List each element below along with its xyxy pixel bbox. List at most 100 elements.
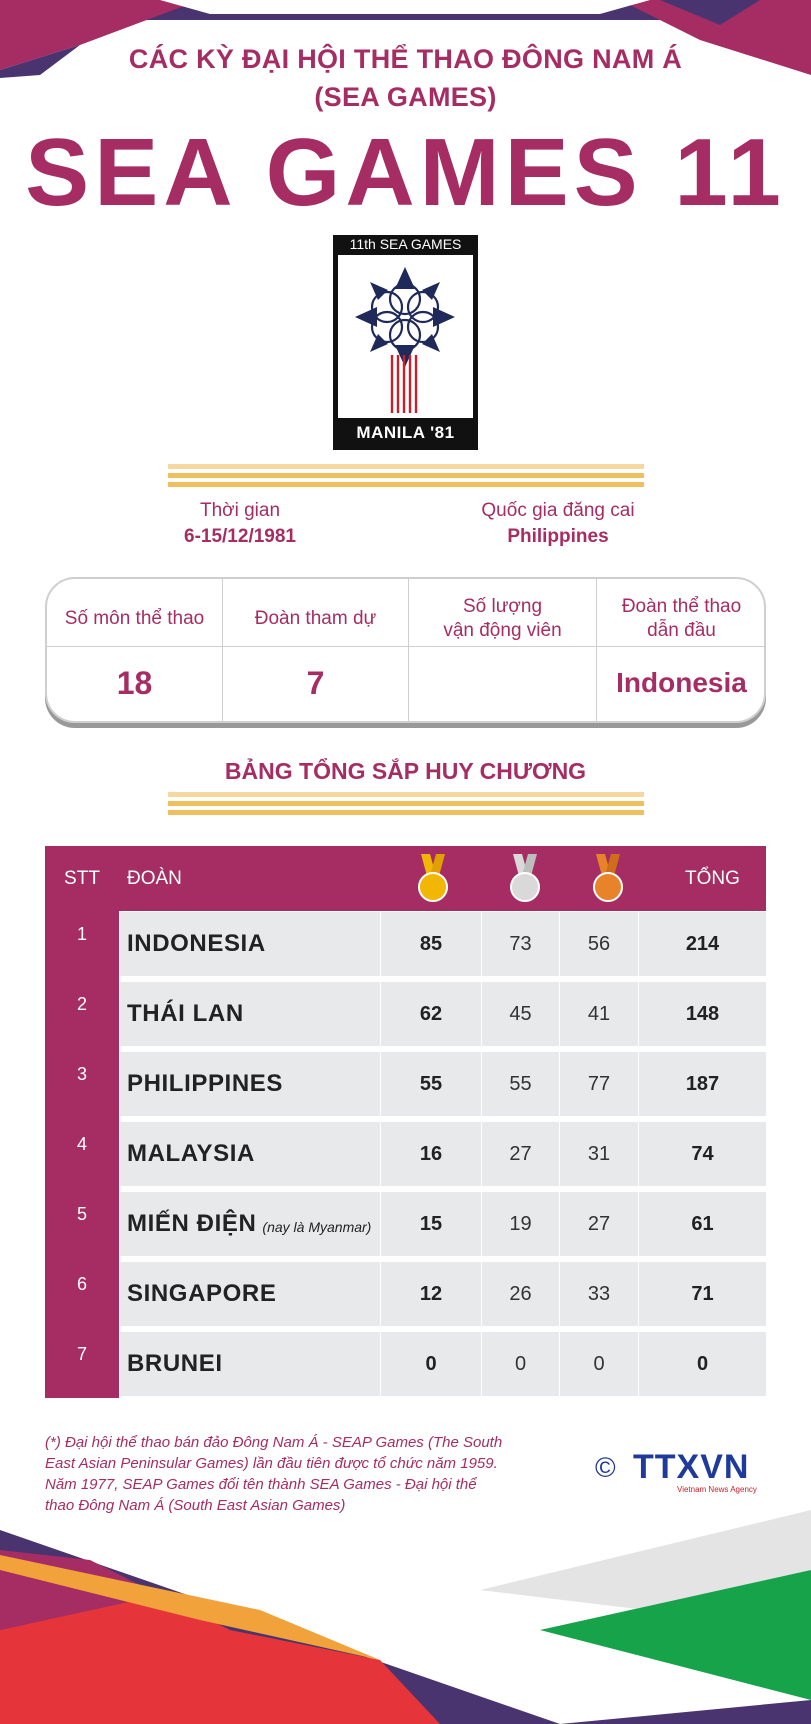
time-value: 6-15/12/1981 — [184, 526, 296, 547]
stats-col-divider — [596, 579, 597, 721]
team-name: SINGAPORE — [127, 1280, 277, 1307]
row-team: SINGAPORE — [120, 1262, 380, 1326]
stat-sports-value: 18 — [116, 664, 153, 701]
gold-count: 55 — [381, 1052, 481, 1116]
gold-count: 12 — [381, 1262, 481, 1326]
gold-count: 0 — [381, 1332, 481, 1396]
silver-count: 55 — [482, 1052, 559, 1116]
host-label: Quốc gia đăng cai — [481, 500, 635, 521]
row-rank: 1 — [76, 924, 87, 944]
medal-table: STT ĐOÀN TỔNG 1 INDONESIA 85 73 56 214 2 THÁI L… — [45, 846, 766, 1398]
stat-athletes-label-1: Số lượng — [462, 596, 543, 617]
brand-name: TTXVN — [633, 1448, 750, 1486]
silver-count: 27 — [482, 1122, 559, 1186]
row-team: MALAYSIA — [120, 1122, 380, 1186]
footnote-line: (*) Đại hội thể thao bán đảo Đông Nam Á … — [45, 1434, 503, 1451]
stat-sports-label: Số môn thể thao — [64, 608, 205, 629]
bronze-count: 33 — [560, 1262, 638, 1326]
medal-table-title: BẢNG TỔNG SẮP HUY CHƯƠNG — [224, 758, 587, 784]
gold-medal-icon — [418, 854, 448, 902]
table-row: 7 BRUNEI 0 0 0 0 — [45, 1332, 766, 1396]
header-total: TỔNG — [685, 867, 740, 889]
stat-athletes-label-2: vận động viên — [443, 620, 562, 641]
team-name: MALAYSIA — [127, 1140, 255, 1167]
stripe-divider — [168, 464, 644, 488]
bronze-count: 0 — [560, 1332, 638, 1396]
copyright-icon: © — [595, 1452, 616, 1483]
team-note: (nay là Myanmar) — [262, 1219, 372, 1235]
gold-count: 62 — [381, 982, 481, 1046]
table-row: 6 SINGAPORE 12 26 33 71 — [45, 1262, 766, 1326]
bronze-count: 41 — [560, 982, 638, 1046]
bronze-count: 31 — [560, 1122, 638, 1186]
stripe-divider — [168, 792, 644, 816]
table-left-band — [45, 911, 119, 1398]
header-stt: STT — [64, 867, 100, 889]
stat-teams: Đoàn tham dự 7 — [223, 579, 408, 721]
footnote: (*) Đại hội thể thao bán đảo Đông Nam Á … — [45, 1432, 535, 1516]
total-count: 74 — [639, 1122, 766, 1186]
silver-count: 0 — [482, 1332, 559, 1396]
table-row: 1 INDONESIA 85 73 56 214 — [45, 912, 766, 976]
time-label: Thời gian — [199, 500, 281, 521]
logo-top-text: 11th SEA GAMES — [349, 236, 462, 252]
row-team: THÁI LAN — [120, 982, 380, 1046]
team-name: INDONESIA — [127, 930, 266, 957]
table-row: 2 THÁI LAN 62 45 41 148 — [45, 982, 766, 1046]
table-header: STT ĐOÀN TỔNG — [45, 846, 766, 911]
stats-box: Số môn thể thao 18 Đoàn tham dự 7 Số lượ… — [45, 577, 766, 723]
row-team: PHILIPPINES — [120, 1052, 380, 1116]
bronze-count: 56 — [560, 912, 638, 976]
main-title: SEA GAMES 11 — [25, 119, 786, 226]
stat-teams-label: Đoàn tham dự — [254, 608, 377, 629]
bronze-medal-icon — [593, 854, 623, 902]
stat-leader: Đoàn thể thao dẫn đầu Indonesia — [597, 579, 764, 721]
row-rank: 6 — [76, 1274, 87, 1294]
bronze-count: 77 — [560, 1052, 638, 1116]
sea-games-logo: 11th SEA GAMES — [333, 235, 478, 450]
total-count: 187 — [639, 1052, 766, 1116]
header-team: ĐOÀN — [127, 867, 182, 889]
team-name: MIẾN ĐIỆN — [127, 1210, 257, 1237]
stat-sports: Số môn thể thao 18 — [47, 579, 222, 721]
logo-bottom-text: MANILA '81 — [356, 423, 455, 442]
team-name: THÁI LAN — [127, 1000, 244, 1027]
silver-count: 19 — [482, 1192, 559, 1256]
row-team: INDONESIA — [120, 912, 380, 976]
footnote-line: thao Đông Nam Á (South East Asian Games) — [45, 1497, 346, 1514]
stat-leader-value: Indonesia — [616, 667, 747, 698]
gold-count: 15 — [381, 1192, 481, 1256]
stat-teams-value: 7 — [306, 664, 325, 701]
silver-count: 45 — [482, 982, 559, 1046]
logo-emblem — [338, 255, 473, 418]
gold-count: 16 — [381, 1122, 481, 1186]
stats-col-divider — [408, 579, 409, 721]
stat-leader-label: Đoàn thể thao dẫn đầu — [597, 589, 764, 649]
footnote-line: East Asian Peninsular Games) lần đầu tiê… — [45, 1455, 498, 1472]
total-count: 71 — [639, 1262, 766, 1326]
bottom-decoration — [0, 1510, 811, 1724]
gold-count: 85 — [381, 912, 481, 976]
top-decoration — [0, 0, 811, 78]
silver-medal-icon — [510, 854, 540, 902]
brand-sub: Vietnam News Agency — [677, 1485, 757, 1494]
row-team: BRUNEI — [120, 1332, 380, 1396]
page-title-line1: CÁC KỲ ĐẠI HỘI THỂ THAO ĐÔNG NAM Á — [128, 44, 683, 74]
team-name: BRUNEI — [127, 1350, 223, 1377]
stat-athletes: Số lượng vận động viên — [409, 579, 596, 721]
footnote-line: Năm 1977, SEAP Games đổi tên thành SEA G… — [45, 1476, 477, 1493]
host-value: Philippines — [507, 526, 609, 547]
table-row: 4 MALAYSIA 16 27 31 74 — [45, 1122, 766, 1186]
stat-leader-label-2: dẫn đầu — [647, 620, 716, 641]
row-rank: 3 — [76, 1064, 87, 1084]
stats-col-divider — [222, 579, 223, 721]
ttxvn-logo: © TTXVN Vietnam News Agency — [595, 1448, 765, 1494]
total-count: 0 — [639, 1332, 766, 1396]
stats-divider — [47, 646, 764, 647]
total-count: 214 — [639, 912, 766, 976]
row-rank: 7 — [76, 1344, 87, 1364]
table-row: 3 PHILIPPINES 55 55 77 187 — [45, 1052, 766, 1116]
row-rank: 4 — [76, 1134, 87, 1154]
bronze-count: 27 — [560, 1192, 638, 1256]
team-name: PHILIPPINES — [127, 1070, 283, 1097]
